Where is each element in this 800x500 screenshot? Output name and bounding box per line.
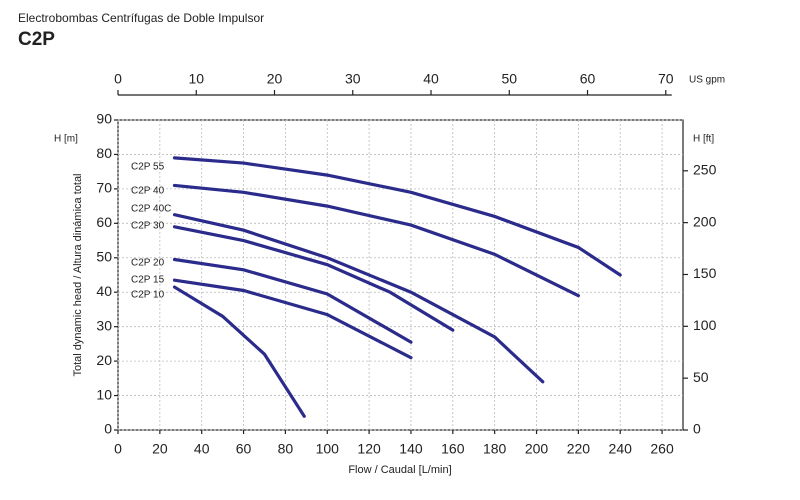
y2-tick-label: 0 [693,421,701,437]
y-tick-label: 10 [96,386,112,402]
x2-unit: US gpm [689,75,725,86]
x-tick-label: 200 [525,441,549,457]
x-tick-label: 160 [441,441,465,457]
x-tick-label: 100 [316,441,340,457]
y2-unit: H [ft] [693,134,714,145]
y-axis-title: Total dynamic head / Altura dinámica tot… [72,173,84,376]
curve-label: C2P 10 [131,290,165,301]
y-tick-label: 70 [96,180,112,196]
curve-label: C2P 55 [131,162,165,173]
pump-curve [172,213,545,384]
y2-tick-label: 250 [693,162,717,178]
y2-tick-label: 50 [693,369,709,385]
x-tick-label: 240 [609,441,633,457]
curve-label: C2P 40 [131,186,165,197]
x-tick-label: 20 [152,441,168,457]
x-tick-label: 220 [567,441,591,457]
pump-curve [172,278,413,360]
x-tick-label: 140 [399,441,423,457]
plot-area [117,119,684,431]
x2-tick-label: 10 [188,71,204,87]
y-tick-label: 50 [96,248,112,264]
chart-header: Electrobombas Centrífugas de Doble Impul… [18,11,264,25]
y-unit: H [m] [54,134,78,145]
pump-curve [172,156,622,277]
x-axis-title: Flow / Caudal [L/min] [348,464,451,476]
pump-curve [172,183,580,298]
x-tick-label: 180 [483,441,507,457]
curve-label: C2P 40C [131,204,171,215]
x-tick-label: 0 [114,441,122,457]
y2-tick-label: 100 [693,317,717,333]
y2-tick-label: 200 [693,213,717,229]
x-tick-label: 40 [194,441,210,457]
x2-tick-label: 40 [423,71,439,87]
curve-label: C2P 30 [131,221,165,232]
y-tick-label: 60 [96,214,112,230]
x2-tick-label: 70 [658,71,674,87]
pump-curve [172,257,413,344]
y-tick-label: 30 [96,317,112,333]
x2-tick-label: 30 [345,71,361,87]
pump-curve [172,225,455,332]
x-tick-label: 80 [278,441,294,457]
x2-tick-label: 20 [267,71,283,87]
x2-tick-label: 50 [501,71,517,87]
y-tick-label: 40 [96,283,112,299]
x-tick-label: 260 [650,441,674,457]
curve-label: C2P 15 [131,275,165,286]
x2-tick-label: 0 [114,71,122,87]
chart-title: C2P [18,29,55,50]
x2-tick-label: 60 [580,71,596,87]
curve-label: C2P 20 [131,258,165,269]
y-tick-label: 90 [96,111,112,127]
x-tick-label: 120 [357,441,381,457]
y-tick-label: 20 [96,352,112,368]
y2-tick-label: 150 [693,265,717,281]
y-tick-label: 0 [104,421,112,437]
x-tick-label: 60 [236,441,252,457]
pump-curve [172,285,306,418]
y-tick-label: 80 [96,145,112,161]
